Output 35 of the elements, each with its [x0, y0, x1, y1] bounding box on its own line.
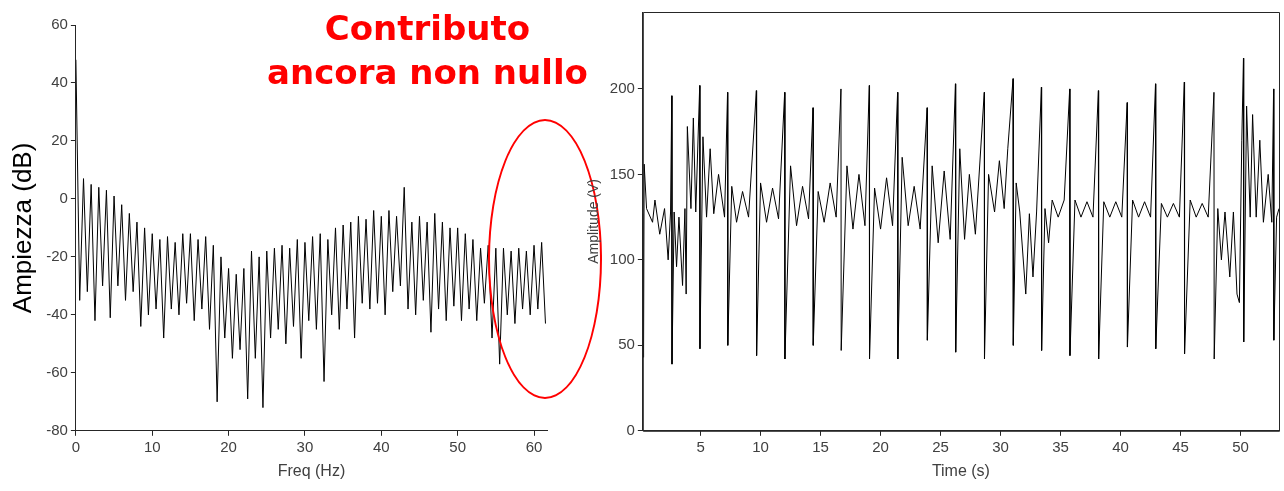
y-tick-label: 40 — [51, 73, 68, 91]
x-tick-label: 35 — [1052, 437, 1069, 455]
y-tick-label: 20 — [51, 131, 68, 149]
x-tick-label: 30 — [992, 437, 1009, 455]
y-tick-label: 60 — [51, 15, 68, 33]
x-tick-label: 30 — [296, 437, 314, 455]
x-tick-label: 10 — [752, 437, 769, 455]
y-tick-label: 200 — [609, 79, 635, 97]
x-tick-label: 0 — [71, 437, 81, 455]
y-tick-label: 50 — [618, 335, 635, 353]
x-tick-label: 50 — [449, 437, 467, 455]
x-tick-label: 10 — [143, 437, 161, 455]
y-axis-title: Amplitude (V) — [585, 178, 602, 264]
x-tick-label: 60 — [525, 437, 543, 455]
x-axis-title: Freq (Hz) — [277, 461, 346, 479]
y-tick-label: -40 — [46, 305, 68, 322]
x-tick-label: 20 — [220, 437, 237, 455]
x-tick-label: 50 — [1232, 437, 1249, 455]
x-tick-label: 40 — [372, 437, 390, 455]
x-tick-label: 45 — [1172, 437, 1189, 455]
y-tick-label: -60 — [46, 362, 68, 380]
y-tick-label: -20 — [46, 247, 68, 265]
x-tick-label: 20 — [872, 437, 889, 455]
x-tick-label: 25 — [932, 437, 949, 455]
x-tick-label: 40 — [1112, 437, 1129, 455]
annotation: Contributo ancora non nullo — [266, 7, 589, 94]
x-tick-label: 15 — [812, 437, 829, 455]
x-axis-title: Time (s) — [931, 461, 990, 479]
y-tick-label: 150 — [609, 164, 635, 182]
y-tick-label: 0 — [626, 420, 635, 438]
y-axis-title: Ampiezza (dB) — [6, 142, 37, 314]
y-tick-label: -80 — [46, 420, 68, 438]
y-tick-label: 0 — [59, 189, 68, 207]
y-tick-label: 100 — [609, 250, 635, 267]
x-tick-label: 5 — [696, 437, 705, 455]
